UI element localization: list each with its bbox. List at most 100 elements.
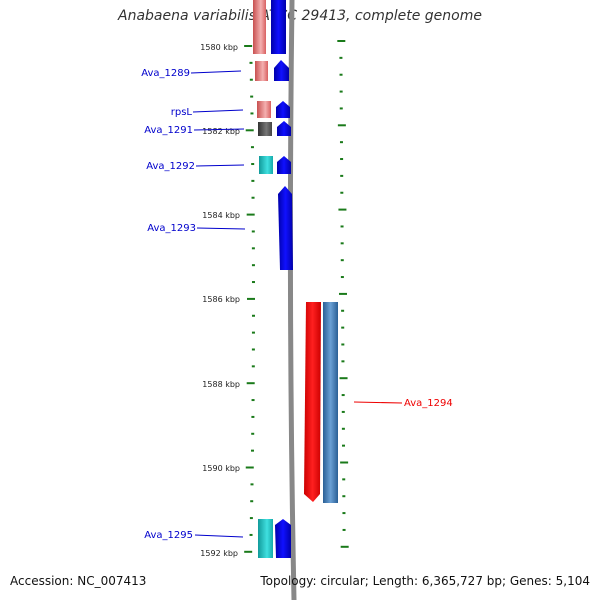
gene-label-rpsl[interactable]: rpsL: [171, 107, 193, 118]
major-tick-left: [245, 129, 254, 132]
gene-features: [253, 0, 338, 558]
minor-tick-right: [339, 73, 343, 76]
major-tick-left: [245, 466, 254, 469]
gene-cyan-1292[interactable]: [259, 156, 273, 174]
minor-tick-right: [340, 225, 344, 228]
scale-label-1588: 1588 kbp: [202, 380, 240, 389]
scale-label-1582: 1582 kbp: [202, 127, 240, 136]
gene-red-1294[interactable]: [304, 302, 321, 502]
minor-tick-right: [339, 107, 343, 110]
gene-blue-1295[interactable]: [275, 519, 291, 558]
backbone-arc: [287, 0, 297, 600]
gene-label-ava-1293[interactable]: Ava_1293: [147, 223, 196, 234]
minor-tick-right: [342, 444, 346, 447]
minor-tick-left: [251, 348, 255, 351]
minor-tick-right: [342, 478, 346, 481]
major-tick-left: [244, 550, 253, 553]
minor-tick-left: [251, 331, 255, 334]
minor-tick-left: [251, 281, 255, 284]
minor-tick-right: [339, 141, 343, 144]
minor-tick-right: [341, 410, 345, 413]
major-tick-right: [339, 377, 348, 380]
minor-tick-right: [341, 427, 345, 430]
minor-tick-left: [251, 432, 255, 435]
major-tick-right: [337, 124, 346, 127]
minor-tick-right: [340, 191, 344, 194]
gene-label-ava-1291[interactable]: Ava_1291: [144, 125, 193, 136]
minor-tick-left: [250, 112, 254, 115]
minor-tick-right: [340, 174, 344, 177]
minor-tick-right: [341, 326, 345, 329]
gene-gray-1291[interactable]: [258, 122, 272, 136]
minor-tick-left: [251, 365, 255, 368]
gene-label-ava-1294[interactable]: Ava_1294: [404, 398, 453, 409]
major-tick-left: [246, 382, 255, 385]
minor-tick-left: [251, 415, 255, 418]
minor-tick-left: [249, 533, 253, 536]
scale-label-1580: 1580 kbp: [200, 43, 238, 52]
scale-label-1586: 1586 kbp: [202, 295, 240, 304]
major-tick-left: [244, 45, 253, 47]
gene-blue-top[interactable]: [271, 0, 286, 54]
minor-tick-right: [340, 259, 344, 262]
left-tick-column: [244, 45, 255, 553]
gene-cyan-1295[interactable]: [258, 519, 273, 558]
gene-blue-1293[interactable]: [278, 186, 293, 270]
major-tick-right: [340, 461, 349, 464]
gene-steel-1294[interactable]: [323, 302, 338, 503]
major-tick-right: [337, 40, 346, 42]
minor-tick-left: [251, 196, 255, 199]
gene-pink-rpsl[interactable]: [257, 101, 271, 118]
minor-tick-left: [251, 163, 255, 166]
minor-tick-left: [250, 483, 254, 486]
gene-blue-1291[interactable]: [277, 121, 291, 136]
right-tick-column: [337, 40, 349, 548]
minor-tick-right: [341, 309, 345, 312]
minor-tick-left: [251, 264, 255, 267]
scale-label-1590: 1590 kbp: [202, 464, 240, 473]
minor-tick-left: [250, 500, 254, 503]
major-tick-right: [340, 545, 349, 548]
minor-tick-right: [340, 158, 344, 161]
minor-tick-right: [341, 394, 345, 397]
minor-tick-right: [340, 276, 344, 279]
gene-blue-rpsl[interactable]: [276, 101, 290, 118]
minor-tick-left: [249, 78, 253, 81]
gene-label-ava-1292[interactable]: Ava_1292: [146, 161, 195, 172]
minor-tick-left: [250, 95, 254, 98]
major-tick-left: [246, 213, 255, 216]
minor-tick-left: [251, 247, 255, 250]
minor-tick-left: [250, 449, 254, 452]
accession-text: Accession: NC_007413: [10, 574, 147, 588]
gene-pink-top[interactable]: [253, 0, 266, 54]
gene-pink-1289[interactable]: [255, 61, 268, 81]
major-tick-left: [246, 297, 255, 300]
minor-tick-left: [251, 399, 255, 402]
minor-tick-left: [249, 61, 253, 64]
minor-tick-left: [251, 179, 255, 182]
major-tick-right: [338, 292, 347, 295]
gene-label-ava-1295[interactable]: Ava_1295: [144, 530, 193, 541]
minor-tick-left: [250, 146, 254, 149]
minor-tick-right: [339, 56, 343, 59]
topology-text: Topology: circular; Length: 6,365,727 bp…: [260, 574, 590, 588]
callout-lines: [190, 70, 403, 538]
minor-tick-left: [249, 517, 253, 520]
minor-tick-right: [342, 495, 346, 498]
scale-label-1592: 1592 kbp: [200, 549, 238, 558]
minor-tick-right: [342, 512, 346, 515]
gene-blue-1292[interactable]: [277, 156, 291, 174]
minor-tick-right: [341, 343, 345, 346]
minor-tick-left: [251, 230, 255, 233]
minor-tick-right: [339, 90, 343, 93]
minor-tick-left: [251, 314, 255, 317]
map-title: Anabaena variabilis ATCC 29413, complete…: [118, 8, 482, 24]
minor-tick-right: [341, 360, 345, 363]
minor-tick-right: [342, 528, 346, 531]
gene-label-ava-1289[interactable]: Ava_1289: [141, 68, 190, 79]
minor-tick-right: [340, 242, 344, 245]
scale-label-1584: 1584 kbp: [202, 211, 240, 220]
gene-blue-1289[interactable]: [274, 60, 289, 81]
major-tick-right: [338, 208, 347, 211]
